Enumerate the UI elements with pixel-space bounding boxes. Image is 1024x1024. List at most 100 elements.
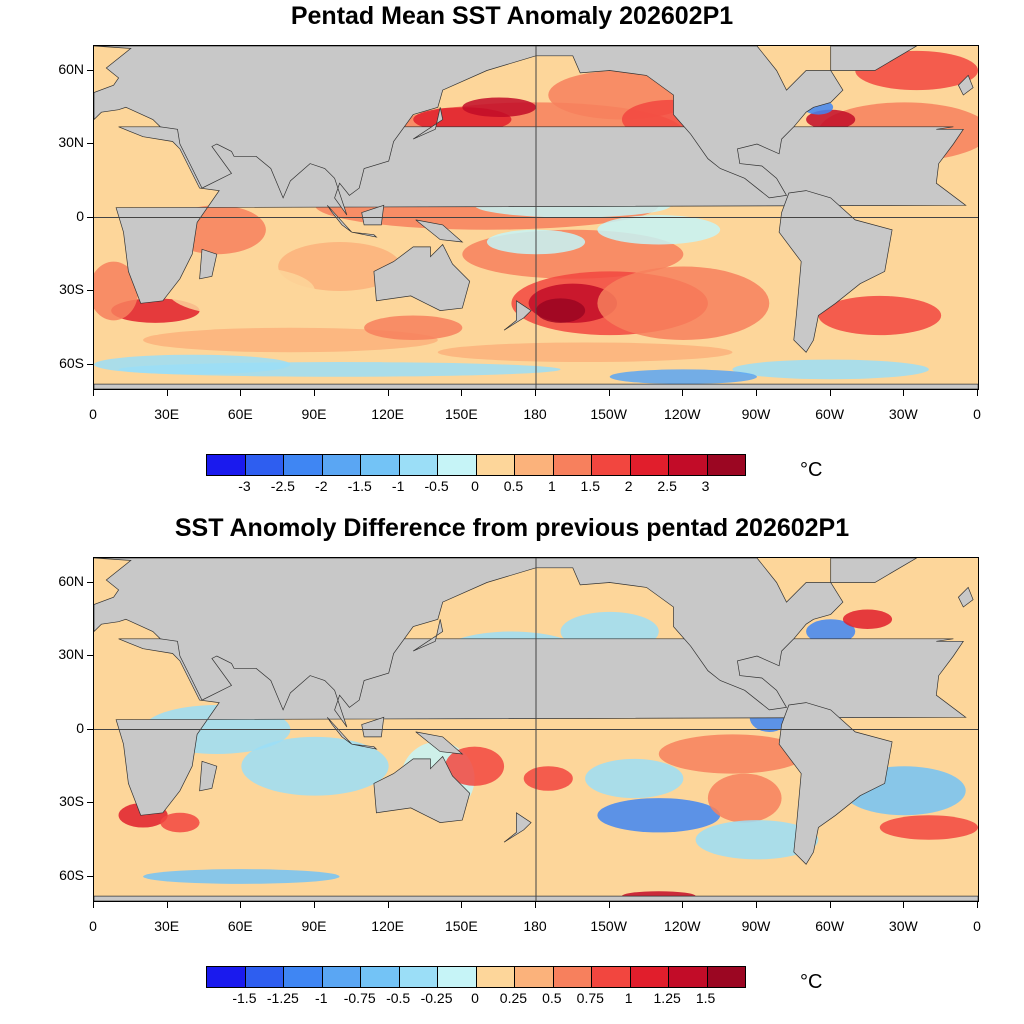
land-mass <box>373 243 471 311</box>
lon-tick-label: 150W <box>590 918 627 934</box>
lon-tick <box>535 389 536 396</box>
colorbar-label: -3 <box>238 478 251 494</box>
land-mass <box>957 586 974 608</box>
land-mass <box>503 300 532 331</box>
colorbar-label: 0.5 <box>503 478 524 494</box>
lat-tick <box>87 655 93 656</box>
anomaly-region <box>167 266 315 316</box>
anomaly-region <box>597 266 770 340</box>
colorbar-swatch <box>630 455 669 475</box>
anomaly-region <box>707 773 782 823</box>
land-mass <box>199 248 218 280</box>
unit-label-bottom: °C <box>800 971 823 993</box>
lon-tick <box>682 901 684 908</box>
colorbar-label: 3 <box>701 478 710 494</box>
lon-tick-label: 30E <box>154 406 180 422</box>
lon-tick <box>756 389 757 396</box>
colorbar-label: -0.25 <box>420 990 453 1006</box>
anomaly-region <box>462 97 536 118</box>
land-mass <box>415 219 464 243</box>
lat-tick-label: 60S <box>59 354 84 371</box>
anomaly-region <box>445 746 505 786</box>
anomaly-region <box>94 261 139 321</box>
colorbar-swatch <box>515 967 554 987</box>
anomaly-region <box>143 327 438 353</box>
land-mass <box>415 731 464 755</box>
lon-tick-label: 120E <box>371 406 404 422</box>
lon-tick-label: 90E <box>301 406 327 422</box>
anomaly-region <box>523 766 573 791</box>
lat-tick <box>87 802 93 803</box>
lon-tick-label: 0 <box>973 406 981 422</box>
unit-label-top: °C <box>800 459 823 481</box>
lon-tick <box>682 389 684 396</box>
colorbar-label: 0.75 <box>576 990 604 1006</box>
colorbar-label: -2 <box>315 478 328 494</box>
lon-tick-label: 120E <box>371 918 404 934</box>
anomaly-region <box>536 298 586 323</box>
lat-tick <box>87 581 93 583</box>
colorbar-label: -2.5 <box>270 478 295 494</box>
land-mass <box>503 812 532 843</box>
colorbar-label: 1 <box>624 990 633 1006</box>
sst-difference-colorbar <box>206 966 746 988</box>
anomaly-region <box>806 619 856 644</box>
lon-tick-label: 60E <box>227 918 253 934</box>
lon-tick <box>903 901 905 908</box>
colorbar-label: 2 <box>624 478 633 494</box>
lat-tick <box>87 290 93 291</box>
lon-tick <box>166 389 168 396</box>
lat-tick-label: 0 <box>76 207 84 224</box>
colorbar-swatch <box>553 455 592 475</box>
lon-tick-label: 180 <box>523 406 547 422</box>
anomaly-region <box>160 812 200 833</box>
land-mass <box>94 46 537 216</box>
colorbar-label: -1.5 <box>347 478 372 494</box>
land-mass <box>830 558 918 583</box>
lon-tick-label: 0 <box>973 918 981 934</box>
anomaly-region <box>241 736 389 796</box>
colorbar-label: 0 <box>471 478 479 494</box>
colorbar-swatch <box>284 455 323 475</box>
land-mass <box>94 558 537 728</box>
colorbar-swatch <box>361 455 400 475</box>
lon-tick-label: 90W <box>741 406 771 422</box>
anomaly-region <box>143 869 340 884</box>
colorbar-label: -0.5 <box>386 990 411 1006</box>
colorbar-swatch <box>399 455 438 475</box>
colorbar-label: 0 <box>471 990 479 1006</box>
land-mass <box>413 619 444 652</box>
colorbar-swatch <box>207 455 246 475</box>
lon-tick <box>240 389 242 396</box>
lat-tick <box>87 728 93 730</box>
colorbar-swatch <box>592 967 631 987</box>
map-canvas <box>94 558 978 901</box>
land-mass <box>535 558 844 711</box>
lat-tick-label: 30N <box>58 646 84 662</box>
lat-tick-label: 60N <box>58 572 84 589</box>
lon-tick <box>829 389 831 396</box>
anomaly-region <box>364 315 463 340</box>
lon-tick <box>756 901 757 908</box>
lon-tick <box>387 901 389 908</box>
lon-tick-label: 90W <box>741 918 771 934</box>
lat-tick-label: 60S <box>59 866 84 883</box>
lon-tick-label: 90E <box>301 918 327 934</box>
colorbar-swatch <box>476 967 515 987</box>
land-mass <box>351 231 378 238</box>
colorbar-label: 2.5 <box>657 478 677 494</box>
lon-tick <box>314 389 315 396</box>
anomaly-region <box>658 734 807 774</box>
colorbar-swatch <box>707 455 745 475</box>
colorbar-label: 0.5 <box>542 990 562 1006</box>
colorbar-swatch <box>553 967 592 987</box>
colorbar-swatch <box>322 967 361 987</box>
colorbar-label: -1 <box>391 478 405 494</box>
lon-tick <box>535 901 536 908</box>
lon-tick <box>314 901 315 908</box>
lon-tick <box>93 901 94 908</box>
anomaly-region <box>879 815 978 840</box>
lon-tick-label: 150W <box>590 406 627 422</box>
colorbar-label: 1.25 <box>653 990 681 1006</box>
anomaly-region <box>585 758 684 799</box>
